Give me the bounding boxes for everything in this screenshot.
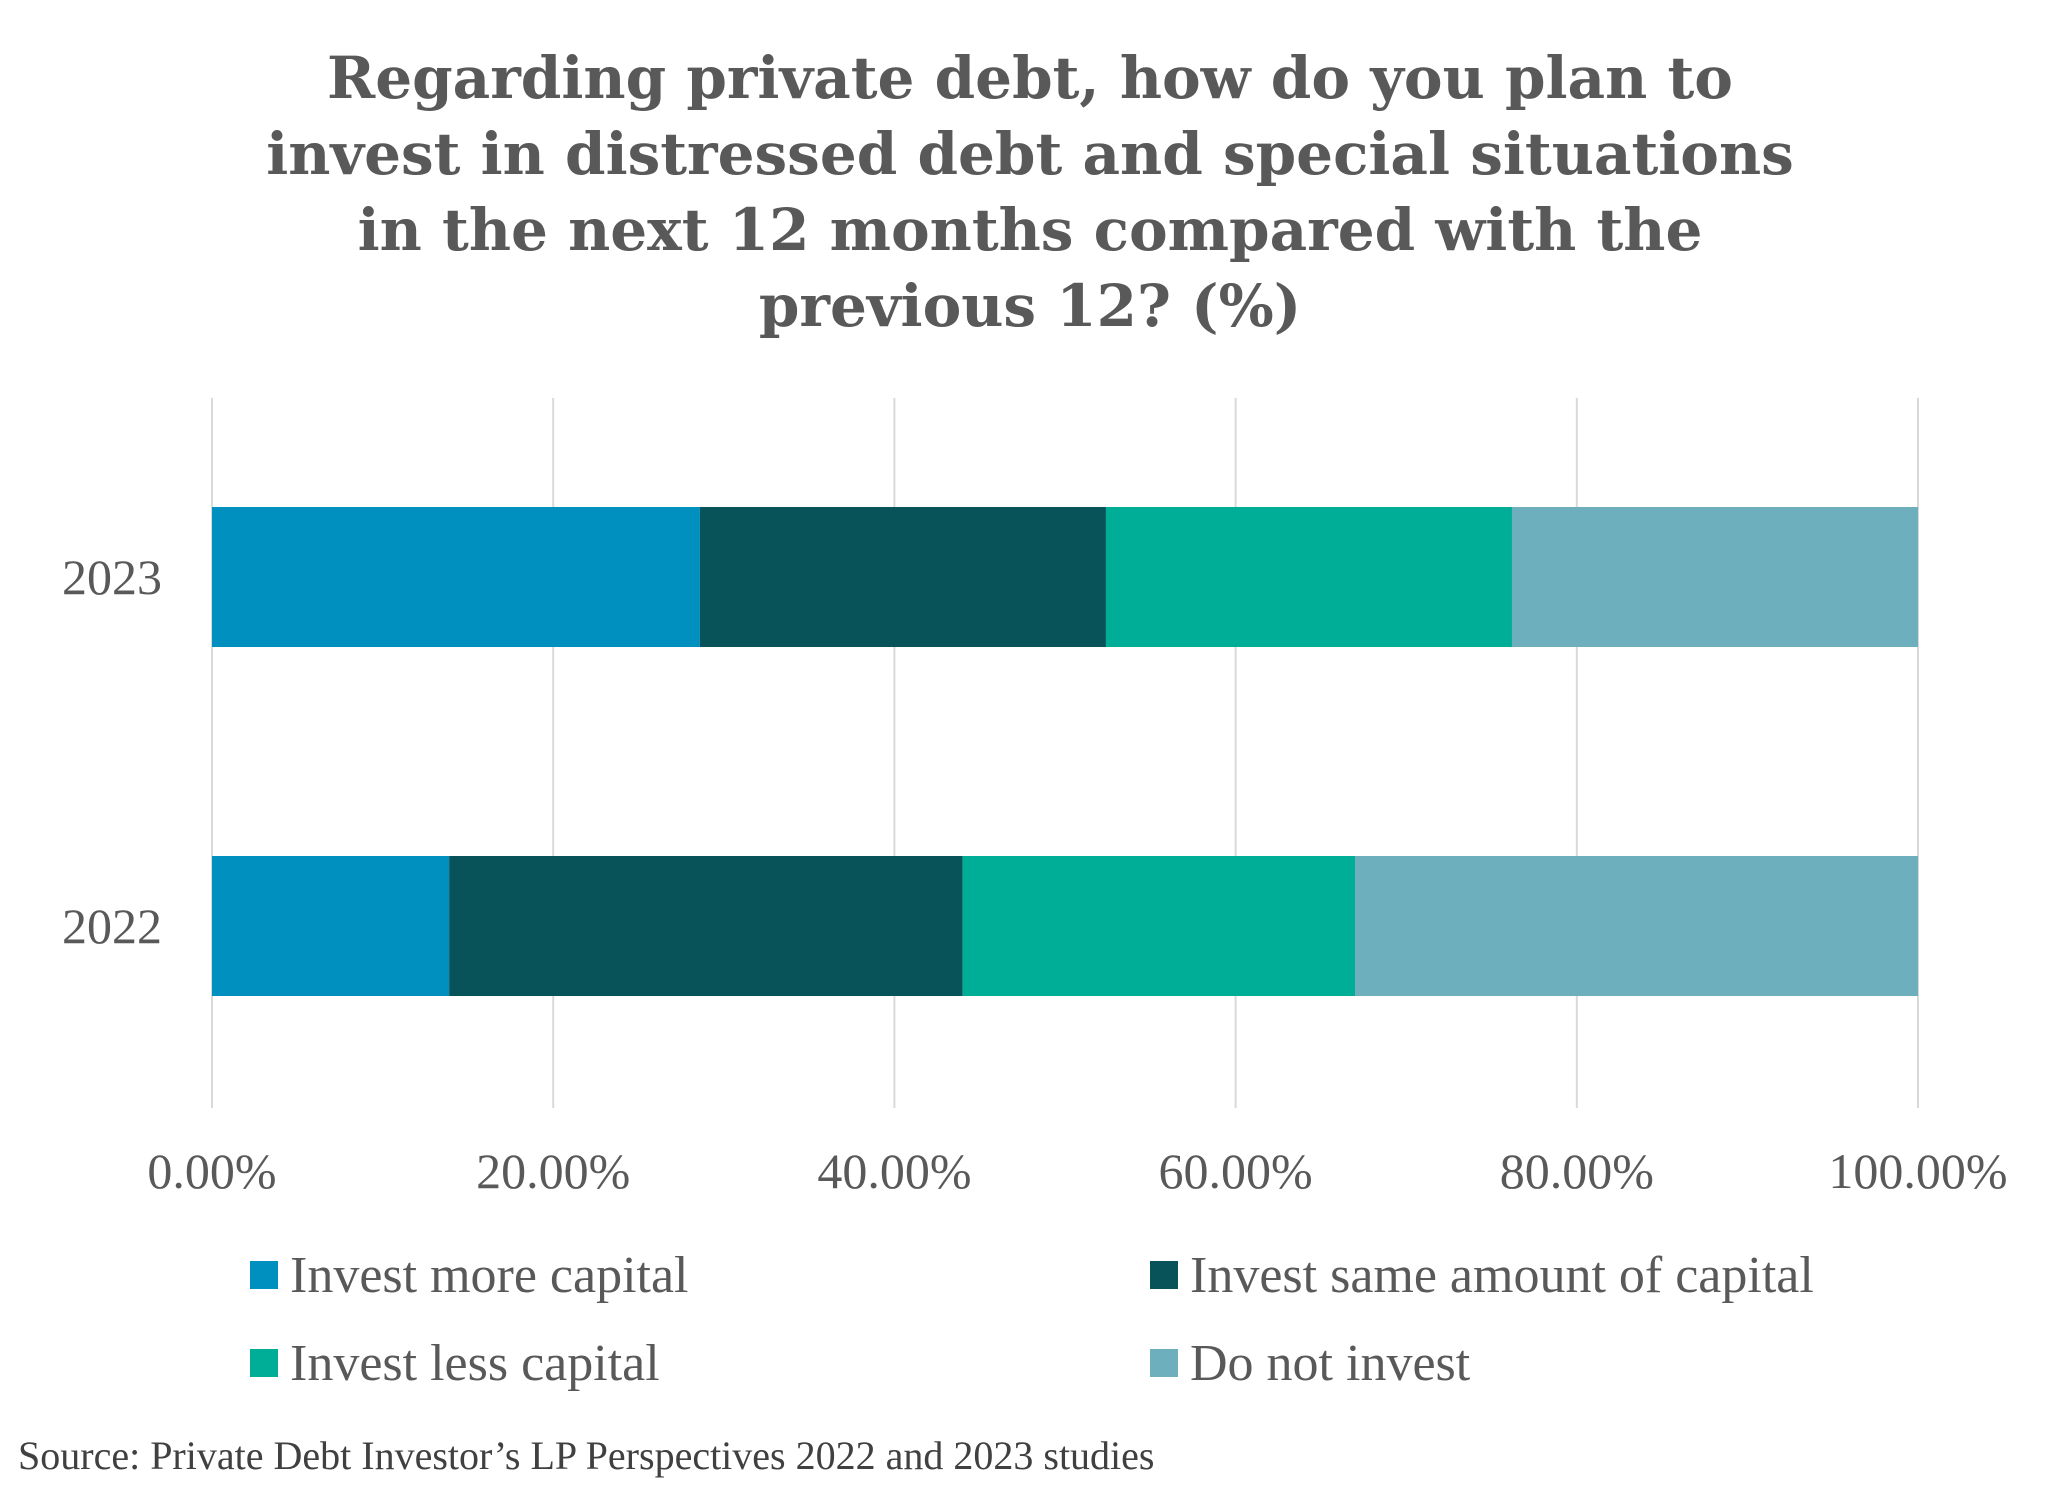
category-label: 2022 [62, 898, 162, 954]
legend: Invest more capital Invest same amount o… [250, 1240, 2050, 1440]
category-label: 2023 [62, 549, 162, 605]
x-tick-label: 40.00% [817, 1143, 971, 1199]
bar-segment [449, 856, 963, 996]
bar-segment [1355, 856, 1918, 996]
legend-label: Do not invest [1190, 1334, 1471, 1392]
bar-segment [1105, 507, 1512, 647]
x-tick-label: 60.00% [1159, 1143, 1313, 1199]
source-note: Source: Private Debt Investor’s LP Persp… [18, 1433, 1155, 1478]
legend-label: Invest same amount of capital [1190, 1246, 1814, 1304]
bar-segment [1511, 507, 1918, 647]
chart-title-line: in the next 12 months compared with the [357, 196, 1703, 264]
chart-title: Regarding private debt, how do you plan … [160, 40, 1900, 344]
chart-title-line: invest in distressed debt and special si… [266, 120, 1794, 188]
bar-segment [962, 856, 1356, 996]
bar-segment [212, 507, 700, 647]
legend-label: Invest more capital [290, 1246, 689, 1304]
x-tick-label: 100.00% [1828, 1143, 2007, 1199]
legend-label: Invest less capital [290, 1334, 660, 1392]
chart-title-line: Regarding private debt, how do you plan … [327, 44, 1733, 112]
chart-title-line: previous 12? (%) [758, 272, 1302, 340]
legend-item-invest-more: Invest more capital [250, 1240, 689, 1310]
legend-item-invest-less: Invest less capital [250, 1328, 660, 1398]
x-tick-label: 80.00% [1500, 1143, 1654, 1199]
legend-item-do-not-invest: Do not invest [1150, 1328, 1470, 1398]
bar-segment [212, 856, 450, 996]
x-tick-label: 0.00% [147, 1143, 276, 1199]
plot-area: 0.00% 20.00% 40.00% 60.00% 80.00% 100.00% 2023… [62, 398, 2008, 1199]
legend-swatch [1150, 1261, 1178, 1289]
legend-swatch [250, 1349, 278, 1377]
x-tick-label: 20.00% [476, 1143, 630, 1199]
legend-item-invest-same: Invest same amount of capital [1150, 1240, 1814, 1310]
legend-swatch [1150, 1349, 1178, 1377]
bar-segment [699, 507, 1106, 647]
legend-swatch [250, 1261, 278, 1289]
